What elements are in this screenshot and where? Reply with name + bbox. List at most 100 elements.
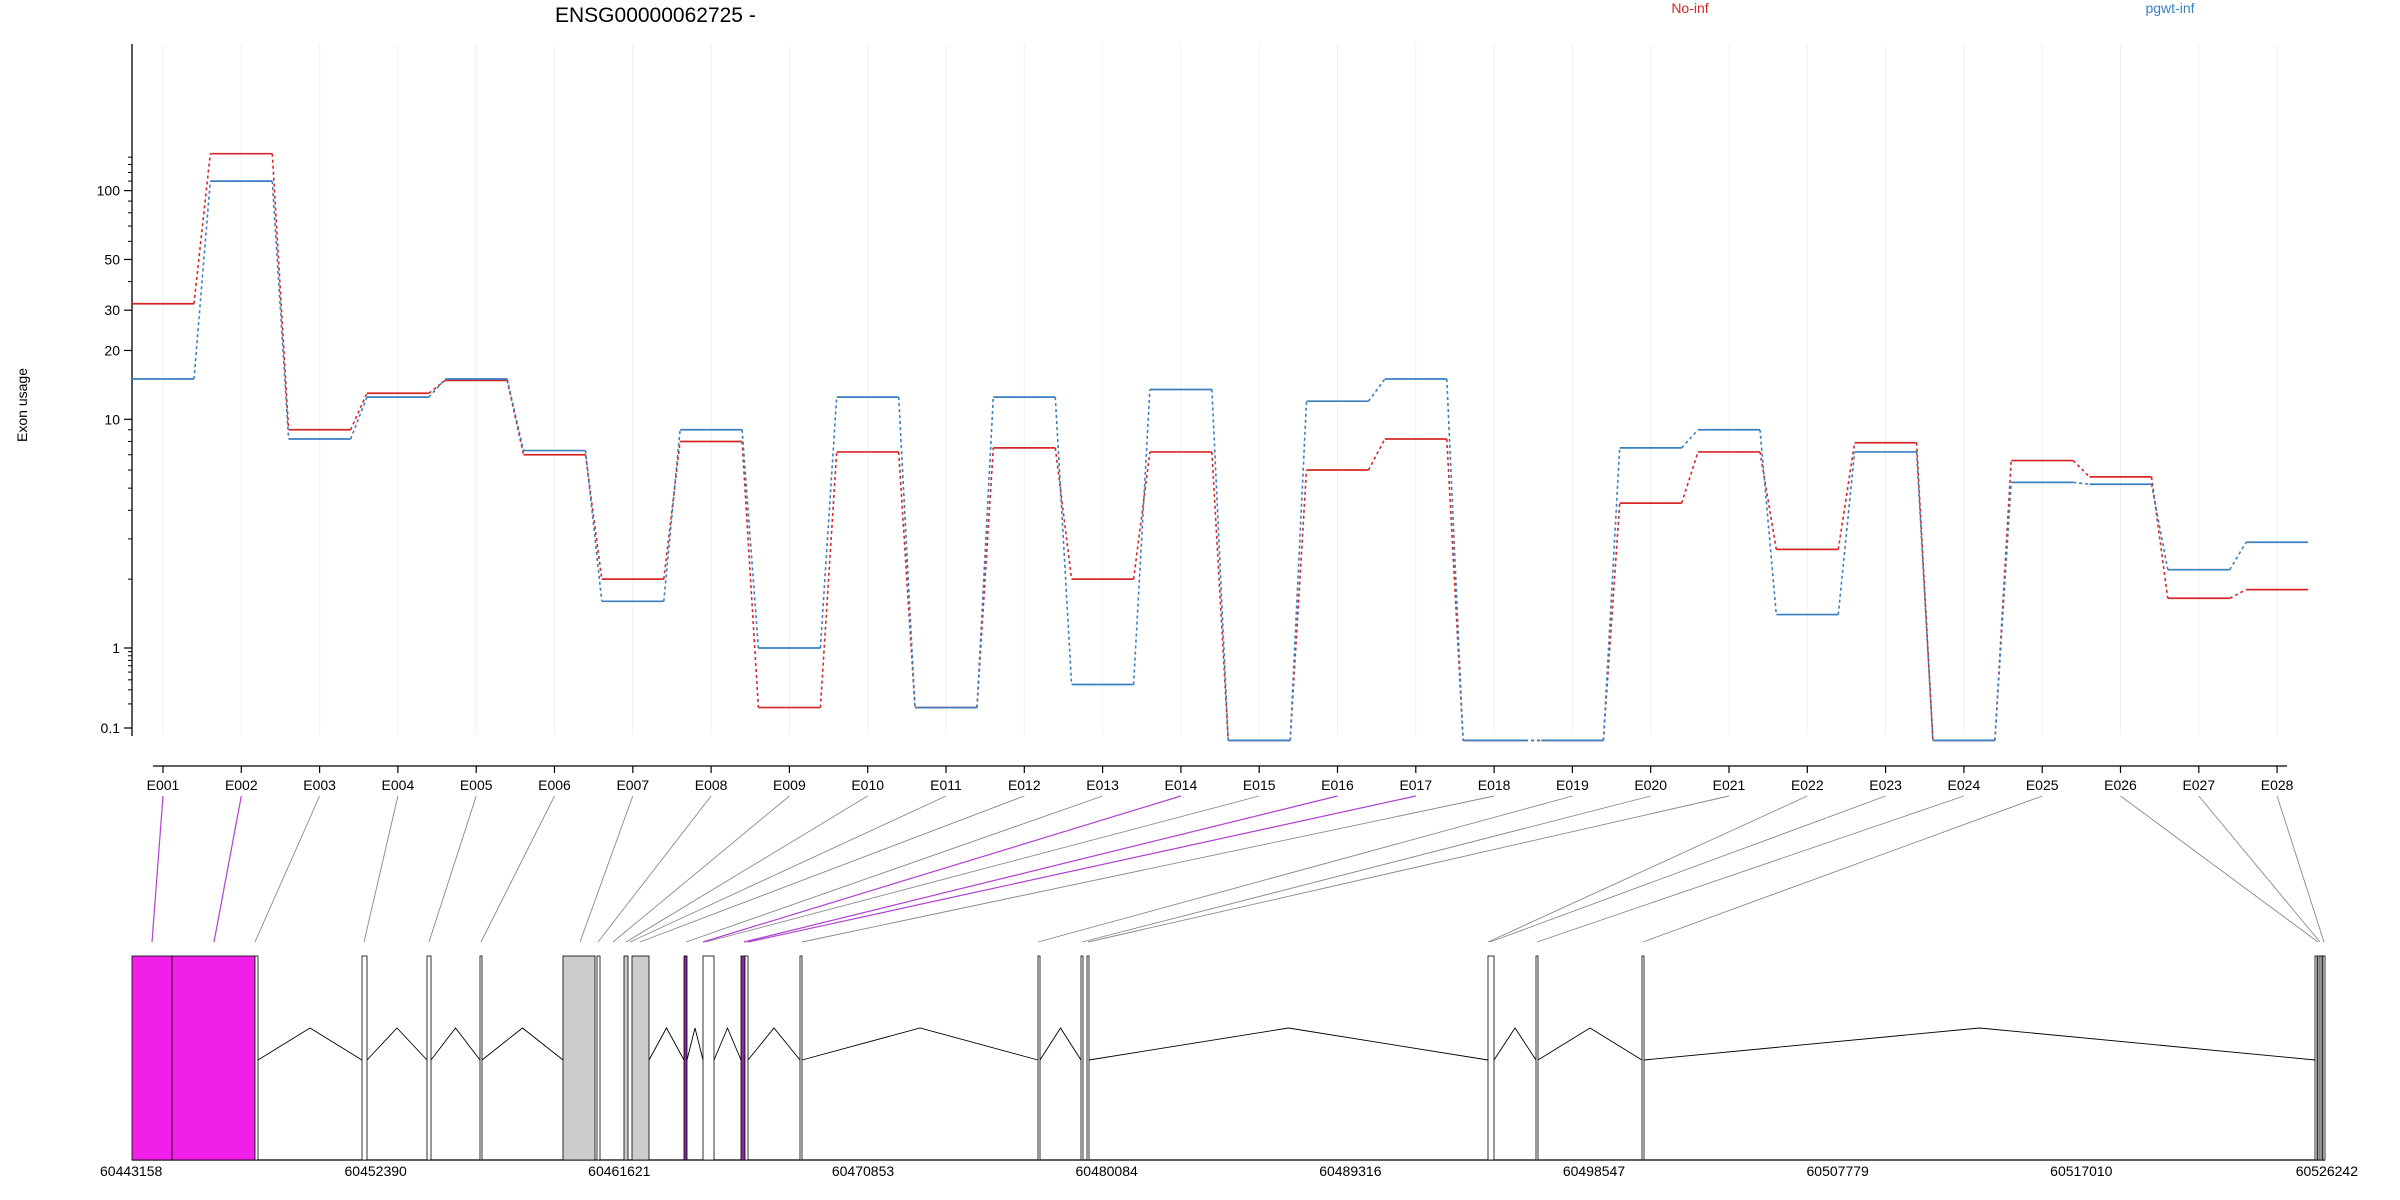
axes: 0.1 1 10 20 30 50 100	[97, 44, 2288, 773]
vertical-gridlines	[162, 44, 2278, 735]
series-connector	[1759, 429, 1778, 615]
series-connector	[2229, 541, 2247, 571]
exon-connector	[1487, 795, 1808, 943]
exon-connector	[597, 795, 712, 943]
intron-line	[686, 1027, 704, 1061]
exon-block	[131, 955, 173, 1161]
x-tick-label: E012	[1008, 777, 1041, 793]
exon-block	[702, 955, 715, 1161]
exon-connector	[1536, 795, 1965, 943]
legend-entry-no-inf: No-inf	[1671, 0, 1708, 16]
coordinate-label: 60498547	[1563, 1163, 1626, 1179]
exon-connector	[625, 795, 868, 943]
intron-line	[366, 1027, 428, 1061]
x-tick-label: E023	[1869, 777, 1902, 793]
series-connector	[897, 451, 916, 708]
exon-connector	[579, 795, 634, 943]
exon-block	[1641, 955, 1645, 1161]
exon-block	[479, 955, 483, 1161]
exon-block	[254, 955, 259, 1161]
exon-connector	[705, 795, 1260, 943]
x-tick-label: E004	[382, 777, 415, 793]
coordinate-label: 60526242	[2296, 1163, 2359, 1179]
y-tick-label: 30	[104, 302, 120, 318]
series-connector	[1994, 482, 2012, 741]
intron-line	[1537, 1027, 1643, 1061]
exon-block	[799, 955, 803, 1161]
y-tick-label: 1	[112, 640, 120, 656]
x-tick-label: E005	[460, 777, 493, 793]
series-connector	[584, 454, 603, 580]
y-tick-label: 0.1	[101, 720, 121, 736]
series-connector	[349, 396, 368, 440]
exon-connector	[685, 795, 1103, 943]
x-tick-label: E026	[2104, 777, 2137, 793]
series-connector	[663, 429, 681, 602]
coordinate-label: 60480084	[1076, 1163, 1139, 1179]
intron-line	[1493, 1027, 1537, 1061]
exon-connector	[363, 795, 399, 943]
coordinate-label: 60470853	[832, 1163, 895, 1179]
series-connector	[1289, 469, 1308, 741]
x-tick-label: E013	[1086, 777, 1119, 793]
series-connector	[1211, 451, 1229, 741]
intron-line	[747, 1027, 801, 1061]
exon-connector	[1642, 795, 2043, 943]
exon-connector	[213, 795, 242, 943]
exon-block	[1086, 955, 1090, 1161]
x-tick-label: E016	[1321, 777, 1354, 793]
coordinate-label: 60443158	[100, 1163, 163, 1179]
exon-connector	[2276, 795, 2325, 943]
exon-block	[631, 955, 650, 1161]
series-lines	[132, 152, 2309, 742]
series-connector	[663, 441, 681, 580]
x-tick-label: E019	[1556, 777, 1589, 793]
x-tick-label: E018	[1478, 777, 1511, 793]
series-connector	[976, 397, 995, 708]
series-connector	[1837, 442, 1856, 550]
series-connector	[2229, 588, 2247, 599]
series-connector	[819, 451, 838, 708]
series-connector	[1132, 451, 1151, 580]
exon-connector	[639, 795, 1025, 943]
series-connector	[1289, 401, 1308, 741]
x-tick-label: E014	[1165, 777, 1198, 793]
series-connector	[1602, 447, 1621, 741]
exon-connector	[1489, 795, 1886, 943]
series-connector	[506, 378, 525, 451]
coordinate-label: 60489316	[1319, 1163, 1382, 1179]
coordinate-label: 60452390	[345, 1163, 408, 1179]
series-connector	[271, 181, 290, 440]
exon-block	[1487, 955, 1495, 1161]
series-connector	[741, 441, 760, 708]
series-connector	[741, 429, 760, 649]
series-connector	[1681, 429, 1699, 449]
y-tick-label: 100	[97, 183, 121, 199]
intron-line	[1643, 1027, 2316, 1061]
intron-line	[648, 1027, 685, 1061]
x-tick-label: E011	[930, 777, 962, 793]
exon-connector	[747, 795, 1416, 943]
series-connector	[1367, 438, 1386, 471]
exon-connector	[1087, 795, 1730, 943]
x-tick-label: E028	[2261, 777, 2294, 793]
x-tick-label: E015	[1243, 777, 1276, 793]
series-connector	[1054, 397, 1073, 685]
exon-block	[1080, 955, 1084, 1161]
exon-connector	[2120, 795, 2319, 943]
series-connector	[1446, 378, 1464, 741]
exon-block	[596, 955, 601, 1161]
series-connector	[193, 153, 212, 304]
intron-line	[257, 1027, 363, 1061]
intron-line	[713, 1026, 742, 1061]
intron-line	[1088, 1027, 1489, 1061]
exon-block	[683, 955, 688, 1161]
series-connector	[1446, 438, 1464, 741]
series-connector	[1680, 451, 1699, 504]
exon-block	[171, 955, 256, 1161]
series-connector	[428, 378, 446, 398]
series-connector	[1915, 451, 1934, 741]
exon-connector	[1081, 795, 1651, 943]
coordinate-label: 60461621	[588, 1163, 651, 1179]
